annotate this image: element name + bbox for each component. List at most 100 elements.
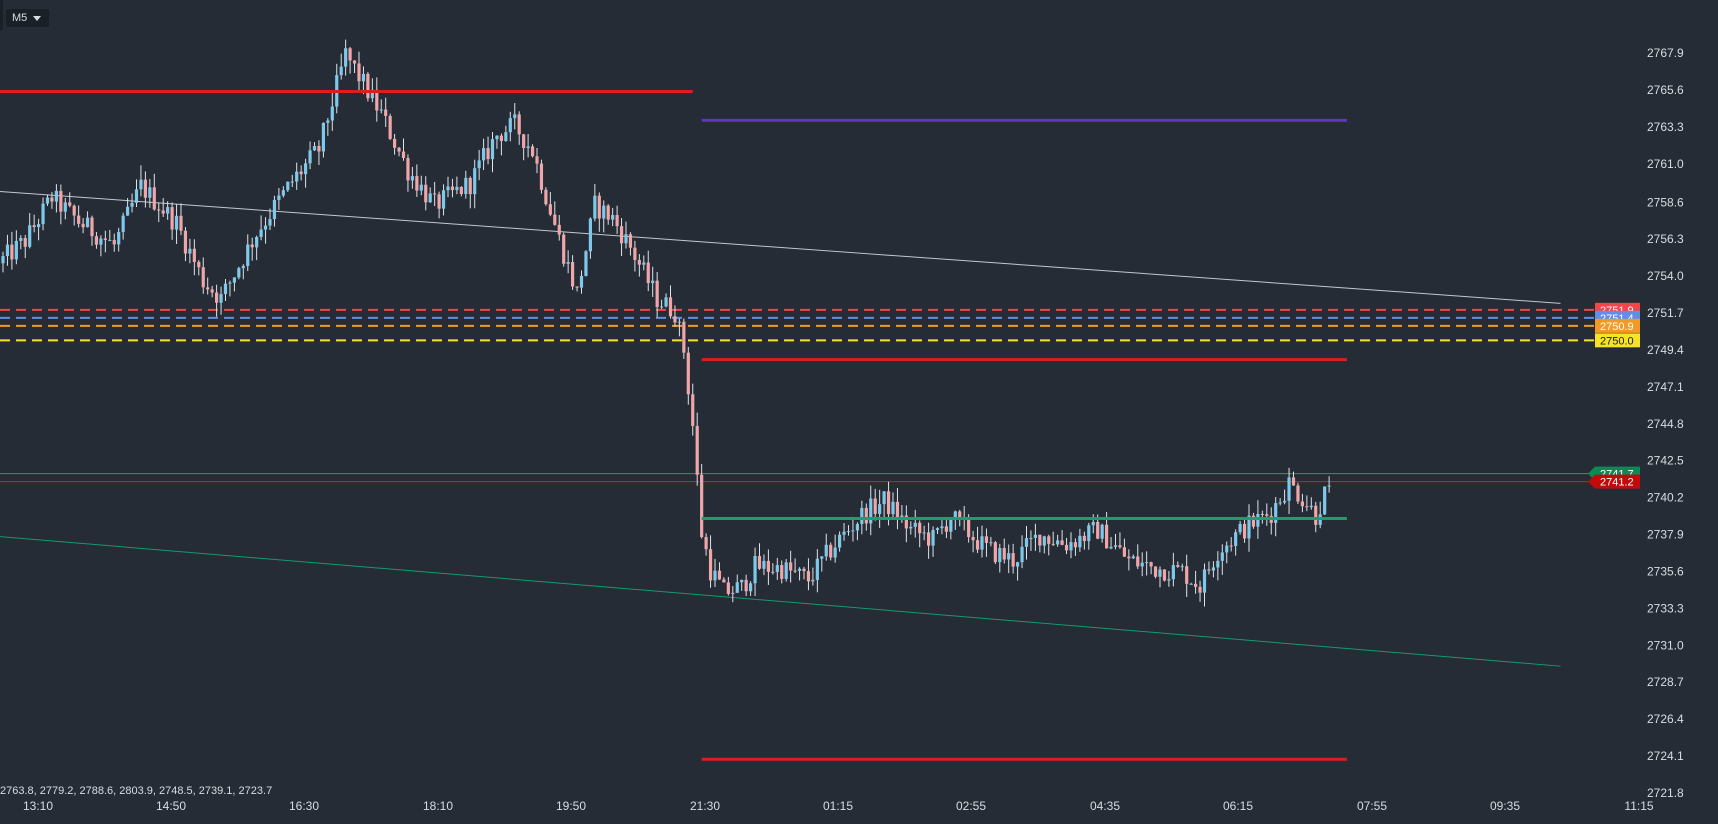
svg-text:2750.0: 2750.0	[1600, 335, 1634, 347]
candle-body	[228, 282, 232, 284]
candle-body	[201, 267, 205, 288]
candle-body	[1256, 513, 1260, 527]
candle-body	[1047, 536, 1051, 544]
x-tick-label: 09:35	[1490, 799, 1520, 813]
candle-body	[1122, 547, 1126, 557]
candle-body	[393, 138, 397, 148]
candle-body	[299, 171, 303, 175]
y-tick-label: 2765.6	[1647, 83, 1684, 97]
candle-body	[1198, 586, 1202, 593]
candle-body	[450, 186, 455, 191]
candle-body	[958, 511, 962, 518]
candle-body	[441, 190, 446, 209]
x-tick-label: 18:10	[423, 799, 453, 813]
candle-body	[771, 571, 775, 573]
candle-body	[68, 202, 72, 206]
price-tag: 2750.9	[1595, 318, 1640, 333]
candle-body	[895, 501, 900, 520]
candle-body	[295, 171, 299, 182]
candle-body	[23, 237, 27, 247]
candle-body	[918, 522, 922, 534]
candle-body	[557, 224, 561, 235]
candle-body	[121, 215, 125, 233]
candle-body	[1127, 556, 1131, 559]
candle-body	[259, 229, 263, 237]
timeframe-dropdown[interactable]: M5	[6, 9, 50, 27]
candle-body	[944, 526, 948, 532]
candle-body	[1011, 553, 1015, 567]
candle-body	[548, 204, 552, 215]
candle-body	[197, 261, 201, 268]
y-tick-label: 2761.0	[1647, 157, 1684, 171]
candle-body	[352, 60, 357, 64]
candle-body	[45, 197, 50, 204]
candle-body	[833, 547, 837, 558]
candle-body	[1051, 543, 1055, 545]
candle-body	[1238, 523, 1242, 533]
y-tick-label: 2733.3	[1647, 601, 1684, 615]
candle-body	[811, 579, 815, 582]
candle-body	[517, 114, 521, 135]
candle-body	[139, 179, 143, 190]
y-tick-label: 2749.4	[1647, 343, 1684, 357]
candle-body	[646, 262, 650, 284]
trendline-1[interactable]	[0, 536, 1561, 667]
candle-body	[1113, 545, 1118, 547]
candle-body	[473, 168, 477, 195]
candle-body	[1042, 536, 1046, 546]
candle-body	[1136, 556, 1140, 567]
candle-body	[1220, 552, 1224, 561]
candle-body	[348, 48, 352, 61]
candle-body	[1234, 532, 1238, 546]
trendline-0[interactable]	[0, 190, 1561, 304]
x-tick-label: 06:15	[1223, 799, 1253, 813]
candle-body	[482, 148, 486, 161]
candle-body	[263, 225, 268, 230]
candle-body	[161, 210, 165, 214]
candle-body	[103, 238, 107, 241]
y-tick-label: 2721.8	[1647, 786, 1684, 800]
candle-body	[1073, 542, 1078, 548]
candle-body	[59, 190, 63, 212]
candle-body	[495, 135, 499, 140]
candle-body	[566, 262, 570, 264]
candle-body	[1109, 546, 1113, 549]
candle-body	[223, 283, 228, 295]
candle-body	[708, 549, 713, 581]
candle-body	[700, 474, 704, 538]
toolbar-corner	[0, 0, 3, 30]
svg-text:2741.2: 2741.2	[1600, 477, 1634, 489]
candle-body	[535, 156, 539, 164]
candle-body	[1087, 525, 1091, 542]
candle-body	[571, 262, 575, 287]
candle-body	[1020, 546, 1024, 563]
candle-body	[1251, 515, 1256, 527]
candle-body	[1278, 502, 1282, 504]
candle-body	[1105, 524, 1109, 549]
candle-body	[255, 236, 259, 248]
candle-body	[1314, 505, 1318, 525]
candle-body	[237, 268, 241, 278]
y-tick-label: 2728.7	[1647, 675, 1684, 689]
candle-body	[1323, 486, 1327, 515]
candle-body	[851, 530, 855, 532]
candle-body	[984, 536, 989, 543]
candle-body	[241, 265, 245, 269]
x-tick-label: 04:35	[1090, 799, 1120, 813]
x-tick-label: 11:15	[1624, 799, 1653, 813]
candle-body	[384, 109, 388, 116]
candle-body	[308, 150, 312, 164]
candle-body	[1056, 540, 1060, 545]
candle-body	[1242, 523, 1247, 539]
candle-body	[1064, 544, 1069, 551]
candle-body	[913, 522, 917, 527]
candle-body	[344, 48, 348, 67]
candle-body	[766, 560, 770, 572]
candle-body	[326, 120, 330, 123]
candle-body	[366, 73, 370, 99]
candle-body	[41, 203, 45, 225]
candle-body	[602, 205, 606, 219]
candle-body	[611, 215, 615, 220]
candle-body	[855, 523, 859, 531]
